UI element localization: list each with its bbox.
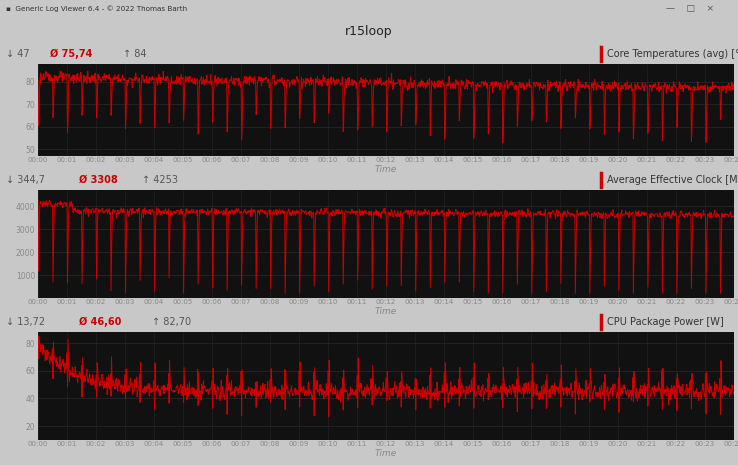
- Text: Ø 3308: Ø 3308: [79, 175, 118, 185]
- Text: ▪  Generic Log Viewer 6.4 - © 2022 Thomas Barth: ▪ Generic Log Viewer 6.4 - © 2022 Thomas…: [6, 6, 187, 13]
- Text: ↑ 84: ↑ 84: [123, 49, 147, 59]
- Text: r15loop: r15loop: [345, 25, 393, 38]
- Text: ↓ 47: ↓ 47: [6, 49, 30, 59]
- Text: —    □    ×: — □ ×: [666, 5, 714, 13]
- X-axis label: Time: Time: [375, 165, 397, 174]
- Text: ↑ 82,70: ↑ 82,70: [152, 317, 191, 327]
- Text: Average Effective Clock [MHz]: Average Effective Clock [MHz]: [607, 175, 738, 185]
- Text: CPU Package Power [W]: CPU Package Power [W]: [607, 317, 723, 327]
- Text: ↓ 344,7: ↓ 344,7: [6, 175, 45, 185]
- Text: ↑ 4253: ↑ 4253: [142, 175, 179, 185]
- Text: Ø 46,60: Ø 46,60: [79, 317, 121, 327]
- Text: Core Temperatures (avg) [°C]: Core Temperatures (avg) [°C]: [607, 49, 738, 59]
- Text: Ø 75,74: Ø 75,74: [50, 49, 92, 59]
- Text: ↓ 13,72: ↓ 13,72: [6, 317, 45, 327]
- X-axis label: Time: Time: [375, 449, 397, 458]
- X-axis label: Time: Time: [375, 307, 397, 316]
